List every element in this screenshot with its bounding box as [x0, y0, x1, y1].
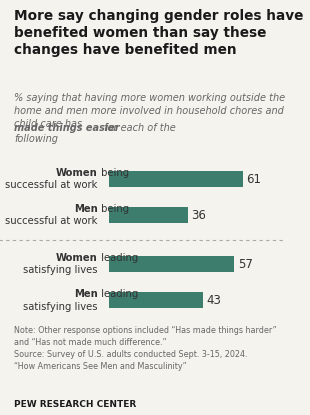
Bar [108, 256, 234, 272]
Text: Men: Men [74, 289, 98, 299]
Text: being: being [98, 168, 129, 178]
Text: made things easier: made things easier [14, 122, 120, 133]
Text: for each of the: for each of the [101, 122, 175, 133]
Text: Women: Women [56, 168, 98, 178]
Bar [108, 171, 243, 187]
Text: Note: Other response options included “Has made things harder”
and “Has not made: Note: Other response options included “H… [14, 326, 277, 371]
Text: 57: 57 [238, 258, 253, 271]
Text: being: being [98, 204, 129, 214]
Bar [108, 207, 188, 223]
Text: % saying that having more women working outside the
home and men more involved i: % saying that having more women working … [14, 93, 285, 129]
Bar [108, 292, 203, 308]
Text: Men: Men [74, 204, 98, 214]
Text: PEW RESEARCH CENTER: PEW RESEARCH CENTER [14, 400, 136, 409]
Text: successful at work: successful at work [5, 217, 98, 227]
Text: 43: 43 [207, 294, 222, 307]
Text: leading: leading [98, 253, 138, 263]
Text: satisfying lives: satisfying lives [23, 302, 98, 312]
Text: Women: Women [56, 253, 98, 263]
Text: leading: leading [98, 289, 138, 299]
Text: successful at work: successful at work [5, 180, 98, 190]
Text: 36: 36 [191, 209, 206, 222]
Text: More say changing gender roles have
benefited women than say these
changes have : More say changing gender roles have bene… [14, 9, 303, 56]
Text: satisfying lives: satisfying lives [23, 265, 98, 276]
Text: following: following [14, 134, 58, 144]
Text: 61: 61 [246, 173, 262, 186]
